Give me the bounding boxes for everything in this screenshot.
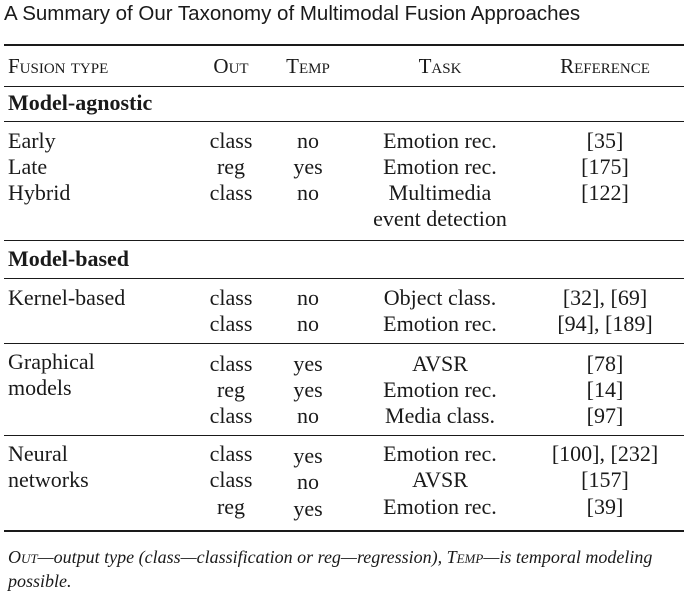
temp-cell: no <box>297 469 319 494</box>
temp-cell: no <box>297 403 319 428</box>
task-cell: Media class. <box>385 403 495 428</box>
group-rule <box>4 435 684 437</box>
bottom-rule <box>4 530 684 532</box>
out-cell: reg <box>216 494 246 519</box>
out-cell: reg <box>216 377 246 402</box>
reference-cell: [94], [189] <box>557 311 653 336</box>
section-rule <box>4 240 684 242</box>
temp-cell: no <box>297 285 319 310</box>
reference-cell: [14] <box>586 377 624 402</box>
section-rule <box>4 278 684 280</box>
top-rule <box>4 44 684 46</box>
fusion-type-cell: Neural <box>8 441 68 466</box>
temp-cell: no <box>297 128 319 153</box>
header-fusion-type: Fusion type <box>8 54 109 78</box>
footnote-temp-text: —is temporal modeling possible. <box>8 547 653 591</box>
table-caption: A Summary of Our Taxonomy of Multimodal … <box>4 2 581 25</box>
out-cell: reg <box>216 154 246 179</box>
reference-cell: [78] <box>586 351 624 376</box>
header-task: Task <box>418 54 462 78</box>
fusion-type-cell-continuation: networks <box>8 467 89 492</box>
reference-cell: [100], [232] <box>551 441 659 466</box>
temp-cell: yes <box>293 443 323 468</box>
temp-cell: yes <box>293 496 323 521</box>
task-cell: AVSR <box>412 467 468 492</box>
section-title: Model-based <box>8 246 129 271</box>
task-cell: Emotion rec. <box>383 494 497 519</box>
reference-cell: [32], [69] <box>562 285 648 310</box>
out-cell: class <box>209 351 253 376</box>
temp-cell: no <box>297 311 319 336</box>
fusion-type-cell: Early <box>8 128 56 153</box>
out-cell: class <box>209 467 253 492</box>
reference-cell: [39] <box>586 494 624 519</box>
task-cell: Emotion rec. <box>383 128 497 153</box>
footnote-out-term: Out <box>8 547 38 567</box>
reference-cell: [97] <box>586 403 624 428</box>
out-cell: class <box>209 403 253 428</box>
header-out: Out <box>213 54 249 78</box>
task-cell: Emotion rec. <box>383 441 497 466</box>
header-temp: Temp <box>286 54 330 78</box>
out-cell: class <box>209 180 253 205</box>
temp-cell: yes <box>293 377 323 402</box>
task-cell: AVSR <box>412 351 468 376</box>
out-cell: class <box>209 128 253 153</box>
task-cell: Object class. <box>383 285 497 310</box>
task-cell: Multimedia <box>388 180 492 205</box>
reference-cell: [35] <box>586 128 624 153</box>
footnote-out-text: —output type (class—classification or re… <box>37 547 447 567</box>
reference-cell: [175] <box>581 154 629 179</box>
section-title: Model-agnostic <box>8 90 153 115</box>
reference-cell: [122] <box>581 180 629 205</box>
fusion-type-cell-continuation: models <box>8 375 72 400</box>
header-reference: Reference <box>560 54 650 78</box>
reference-cell: [157] <box>581 467 629 492</box>
header-rule <box>4 86 684 88</box>
task-cell-continuation: event detection <box>373 206 507 231</box>
temp-cell: yes <box>293 351 323 376</box>
out-cell: class <box>209 285 253 310</box>
fusion-type-cell: Graphical <box>8 349 95 374</box>
temp-cell: yes <box>293 154 323 179</box>
fusion-type-cell: Hybrid <box>8 180 71 205</box>
group-rule <box>4 343 684 345</box>
task-cell: Emotion rec. <box>383 311 497 336</box>
table-footnote: Out—output type (class—classification or… <box>8 545 680 593</box>
fusion-type-cell: Late <box>8 154 48 179</box>
task-cell: Emotion rec. <box>383 377 497 402</box>
footnote-temp-term: Temp <box>446 547 484 567</box>
section-rule <box>4 121 684 123</box>
task-cell: Emotion rec. <box>383 154 497 179</box>
out-cell: class <box>209 311 253 336</box>
out-cell: class <box>209 441 253 466</box>
temp-cell: no <box>297 180 319 205</box>
fusion-type-cell: Kernel-based <box>8 285 126 310</box>
